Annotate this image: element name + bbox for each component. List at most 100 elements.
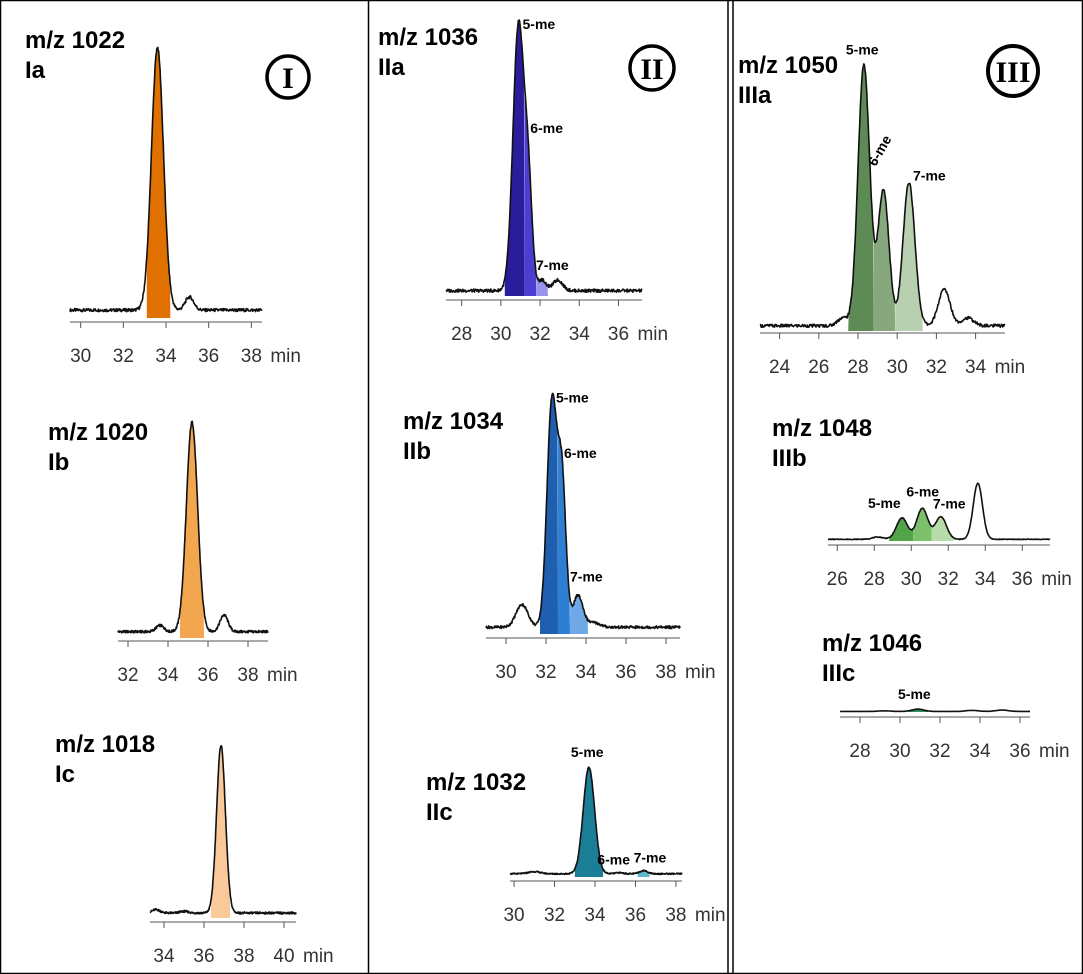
badge-circle xyxy=(986,44,1040,98)
chromatogram-Ia: 30 32 34 36 38 min xyxy=(69,46,301,367)
chart-title-id: Ib xyxy=(48,449,69,476)
chromatogram-Ic: 34 36 38 40 min xyxy=(149,745,334,967)
badge-circle xyxy=(628,44,676,92)
trace-line xyxy=(445,19,643,293)
chart-titles: m/z 1022 Ia m/z 1020 Ib m/z 1018 Ic m/z … xyxy=(25,24,922,826)
trace-line xyxy=(509,766,683,876)
x-unit-label: min xyxy=(267,665,298,686)
x-tick-label: 36 xyxy=(608,324,629,345)
peak-label-5-me: 5-me xyxy=(556,389,589,405)
x-unit-label: min xyxy=(1041,569,1072,590)
chart-title-mz: m/z 1020 xyxy=(48,419,148,446)
x-unit-label: min xyxy=(695,905,726,926)
chromatogram-Ib: 32 34 36 38 min xyxy=(117,420,298,686)
trace-line xyxy=(117,420,269,634)
trace-line xyxy=(759,63,1006,329)
x-tick-label: 34 xyxy=(975,569,997,590)
trace-line xyxy=(839,708,1031,713)
x-tick-label: 28 xyxy=(847,357,868,378)
peak-fill-2 xyxy=(931,516,954,541)
x-tick-label: 36 xyxy=(197,665,218,686)
x-tick-label: 36 xyxy=(1012,569,1033,590)
chart-title-mz: m/z 1046 xyxy=(822,630,922,657)
x-tick-label: 30 xyxy=(901,569,922,590)
peak-label-7-me: 7-me xyxy=(913,167,946,183)
x-tick-label: 32 xyxy=(117,665,138,686)
peak-label-6-me: 6-me xyxy=(597,852,630,868)
chart-title-id: IIIa xyxy=(738,82,772,109)
peak-fill-1 xyxy=(913,508,932,541)
peak-fill-0 xyxy=(889,517,914,541)
x-tick-label: 38 xyxy=(655,662,676,683)
x-tick-label: 32 xyxy=(530,324,551,345)
panel-badge-II: II xyxy=(628,44,676,92)
x-tick-label: 38 xyxy=(241,346,262,367)
x-tick-label: 26 xyxy=(827,569,848,590)
peak-fill-1 xyxy=(873,189,896,331)
badge-numeral: II xyxy=(640,53,663,86)
chart-title-mz: m/z 1036 xyxy=(378,24,478,51)
x-tick-label: 36 xyxy=(615,662,636,683)
x-tick-label: 34 xyxy=(153,946,175,967)
chart-title-id: IIc xyxy=(426,799,453,826)
chromatogram-plots: 30 32 34 36 38 min 32 34 36 38 min 34 36 38 40 min 28 30 3… xyxy=(69,16,1072,967)
x-tick-label: 32 xyxy=(929,741,950,762)
x-tick-label: 32 xyxy=(535,662,556,683)
chromatogram-IIIc: 28 30 32 34 36 min 5-me xyxy=(839,686,1070,762)
x-tick-label: 32 xyxy=(544,905,565,926)
chart-title-mz: m/z 1018 xyxy=(55,731,155,758)
peak-label-6-me: 6-me xyxy=(564,445,597,461)
x-unit-label: min xyxy=(1039,741,1070,762)
peak-label-7-me: 7-me xyxy=(933,496,966,512)
chart-title-id: IIa xyxy=(378,54,405,81)
x-tick-label: 34 xyxy=(575,662,597,683)
x-unit-label: min xyxy=(270,346,301,367)
panel-badge-III: III xyxy=(986,44,1040,98)
x-tick-label: 36 xyxy=(1009,741,1030,762)
trace-line xyxy=(827,482,1051,541)
x-unit-label: min xyxy=(685,662,716,683)
x-tick-label: 30 xyxy=(887,357,908,378)
peak-label-6-me: 6-me xyxy=(906,483,939,499)
x-tick-label: 34 xyxy=(157,665,179,686)
x-tick-label: 36 xyxy=(625,905,646,926)
x-tick-label: 30 xyxy=(70,346,91,367)
x-tick-label: 24 xyxy=(769,357,791,378)
peak-fill-0 xyxy=(211,745,230,918)
peak-label-5-me: 5-me xyxy=(846,42,879,58)
peak-fill-0 xyxy=(574,767,604,877)
trace-line xyxy=(485,392,681,630)
x-tick-label: 38 xyxy=(237,665,258,686)
peak-fill-0 xyxy=(180,421,204,638)
chart-title-id: IIIb xyxy=(772,445,807,472)
x-unit-label: min xyxy=(303,946,334,967)
chart-title-mz: m/z 1034 xyxy=(403,408,504,435)
x-tick-label: 32 xyxy=(926,357,947,378)
badge-circle xyxy=(265,54,311,100)
x-unit-label: min xyxy=(637,324,668,345)
peak-fill-2 xyxy=(895,183,923,331)
chromatogram-IIIb: 26 28 30 32 34 36 min 5-me 6-me7-me xyxy=(827,482,1072,590)
x-tick-label: 30 xyxy=(503,905,524,926)
x-tick-label: 40 xyxy=(273,946,294,967)
peak-fill-2 xyxy=(536,275,548,296)
x-tick-label: 36 xyxy=(198,346,219,367)
x-tick-label: 36 xyxy=(193,946,214,967)
x-tick-label: 34 xyxy=(155,346,177,367)
peak-label-5-me: 5-me xyxy=(571,744,604,760)
x-tick-label: 34 xyxy=(965,357,987,378)
trace-line xyxy=(69,46,263,313)
peak-label-5-me: 5-me xyxy=(523,16,556,32)
x-unit-label: min xyxy=(995,357,1026,378)
peak-fill-1 xyxy=(558,432,570,634)
chromatogram-IIc: 30 32 34 36 38 min 5-me 6-me 7-me xyxy=(503,744,725,926)
chart-title-mz: m/z 1050 xyxy=(738,52,838,79)
x-tick-label: 38 xyxy=(233,946,254,967)
peak-fill-0 xyxy=(146,47,171,319)
trace-line xyxy=(149,745,297,915)
chart-title-mz: m/z 1032 xyxy=(426,769,526,796)
chart-title-id: Ic xyxy=(55,761,75,788)
